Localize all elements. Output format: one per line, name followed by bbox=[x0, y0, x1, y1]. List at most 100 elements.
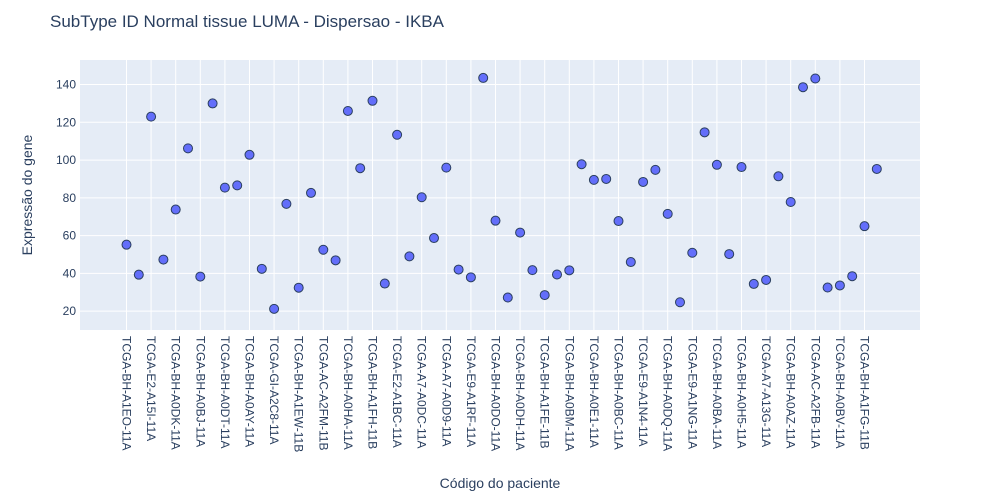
y-tick-label: 80 bbox=[63, 191, 77, 205]
data-point bbox=[527, 265, 538, 276]
chart-title: SubType ID Normal tissue LUMA - Dispersa… bbox=[50, 12, 444, 31]
data-point bbox=[416, 192, 427, 203]
data-point bbox=[859, 221, 870, 232]
x-tick-label: TCGA-BH-A1FG-11B bbox=[858, 336, 872, 450]
data-point bbox=[342, 105, 353, 116]
x-tick-label: TCGA-BH-A1FE-11B bbox=[538, 336, 552, 448]
x-tick-label: TCGA-E9-A1N4-11A bbox=[636, 336, 650, 446]
data-point bbox=[281, 198, 292, 209]
data-point bbox=[293, 282, 304, 293]
data-point bbox=[699, 127, 710, 138]
data-point bbox=[847, 271, 858, 282]
data-point bbox=[392, 129, 403, 140]
x-tick-label: TCGA-BH-A0BA-11A bbox=[710, 336, 724, 449]
x-tick-label: TCGA-AC-A2FB-11A bbox=[808, 336, 822, 448]
data-point bbox=[798, 82, 808, 93]
data-point bbox=[515, 227, 526, 238]
x-tick-label: TCGA-E2-A15I-11A bbox=[144, 336, 158, 441]
x-tick-label: TCGA-BH-A0DQ-11A bbox=[661, 336, 675, 451]
data-point bbox=[502, 292, 513, 303]
x-tick-label: TCGA-BH-A0DH-11A bbox=[513, 336, 527, 450]
data-point bbox=[441, 162, 452, 173]
data-point bbox=[711, 159, 722, 170]
y-tick-label: 40 bbox=[63, 266, 77, 280]
x-tick-label: TCGA-E9-A1NG-11A bbox=[685, 336, 699, 449]
x-tick-label: TCGA-BH-A0AY-11A bbox=[243, 336, 257, 447]
data-point bbox=[675, 297, 685, 308]
x-tick-label: TCGA-BH-A1EO-11A bbox=[120, 336, 134, 450]
x-tick-label: TCGA-GI-A2C8-11A bbox=[267, 336, 281, 444]
data-point bbox=[478, 72, 489, 83]
x-tick-label: TCGA-BH-A0BJ-11A bbox=[193, 336, 207, 447]
data-point bbox=[404, 251, 415, 262]
x-tick-label: TCGA-BH-A1EW-11B bbox=[292, 336, 306, 452]
data-point bbox=[232, 180, 243, 191]
data-point bbox=[552, 269, 562, 280]
x-tick-label: TCGA-BH-A0DO-11A bbox=[489, 336, 503, 451]
x-tick-label: TCGA-BH-A1FH-11B bbox=[366, 336, 380, 449]
x-tick-label: TCGA-E9-A1RF-11A bbox=[464, 336, 478, 447]
data-point bbox=[207, 98, 218, 109]
x-tick-label: TCGA-E2-A1BC-11A bbox=[390, 336, 404, 448]
x-tick-label: TCGA-BH-A0BC-11A bbox=[612, 336, 626, 450]
data-point bbox=[330, 255, 341, 266]
data-point bbox=[379, 278, 390, 289]
x-axis-title: Código do paciente bbox=[440, 475, 561, 491]
data-point bbox=[170, 204, 181, 215]
data-point bbox=[146, 111, 157, 122]
data-point bbox=[601, 173, 612, 184]
x-tick-label: TCGA-A7-A0DC-11A bbox=[415, 336, 429, 448]
data-point bbox=[256, 263, 267, 274]
data-point bbox=[687, 247, 698, 258]
data-point bbox=[773, 171, 784, 182]
data-point bbox=[588, 174, 599, 185]
data-point bbox=[662, 208, 673, 219]
data-point bbox=[121, 239, 132, 250]
data-point bbox=[539, 290, 550, 301]
data-point bbox=[306, 187, 316, 198]
x-tick-label: TCGA-BH-A0DK-11A bbox=[169, 336, 183, 450]
data-point bbox=[453, 264, 464, 275]
y-tick-label: 60 bbox=[63, 229, 77, 243]
y-tick-label: 100 bbox=[56, 153, 76, 167]
data-point bbox=[736, 162, 747, 173]
y-tick-label: 140 bbox=[56, 78, 76, 92]
data-point bbox=[429, 233, 439, 244]
data-point bbox=[195, 271, 206, 282]
data-point bbox=[576, 159, 587, 170]
x-tick-label: TCGA-BH-A0BM-11A bbox=[562, 336, 576, 451]
data-point bbox=[871, 163, 882, 174]
x-tick-label: TCGA-BH-A0BV-11A bbox=[833, 336, 847, 448]
data-point bbox=[183, 143, 193, 154]
data-point bbox=[355, 163, 366, 174]
data-point bbox=[318, 244, 329, 255]
x-tick-label: TCGA-A7-A13G-11A bbox=[759, 336, 773, 447]
data-point bbox=[822, 282, 833, 293]
x-tick-label: TCGA-A7-A0D9-11A bbox=[439, 336, 453, 446]
data-point bbox=[625, 257, 636, 268]
data-point bbox=[613, 216, 624, 227]
data-point bbox=[244, 149, 255, 160]
y-tick-label: 20 bbox=[63, 304, 77, 318]
y-tick-label: 120 bbox=[56, 115, 76, 129]
plot-area bbox=[80, 60, 920, 330]
x-tick-label: TCGA-BH-A0AZ-11A bbox=[784, 336, 798, 448]
data-point bbox=[724, 249, 735, 260]
data-point bbox=[785, 196, 796, 207]
data-point bbox=[158, 254, 169, 265]
x-tick-label: TCGA-AC-A2FM-11B bbox=[316, 336, 330, 450]
x-tick-label: TCGA-BH-A0DT-11A bbox=[218, 336, 232, 448]
data-point bbox=[490, 215, 501, 226]
data-point bbox=[761, 274, 772, 285]
x-tick-label: TCGA-BH-A0E1-11A bbox=[587, 336, 601, 448]
data-point bbox=[269, 303, 280, 314]
data-point bbox=[748, 278, 759, 289]
data-point bbox=[465, 272, 476, 283]
data-point bbox=[650, 164, 661, 175]
x-tick-label: TCGA-BH-A0H5-11A bbox=[735, 336, 749, 448]
data-point bbox=[834, 280, 845, 291]
data-point bbox=[810, 73, 821, 84]
data-point bbox=[564, 265, 575, 276]
